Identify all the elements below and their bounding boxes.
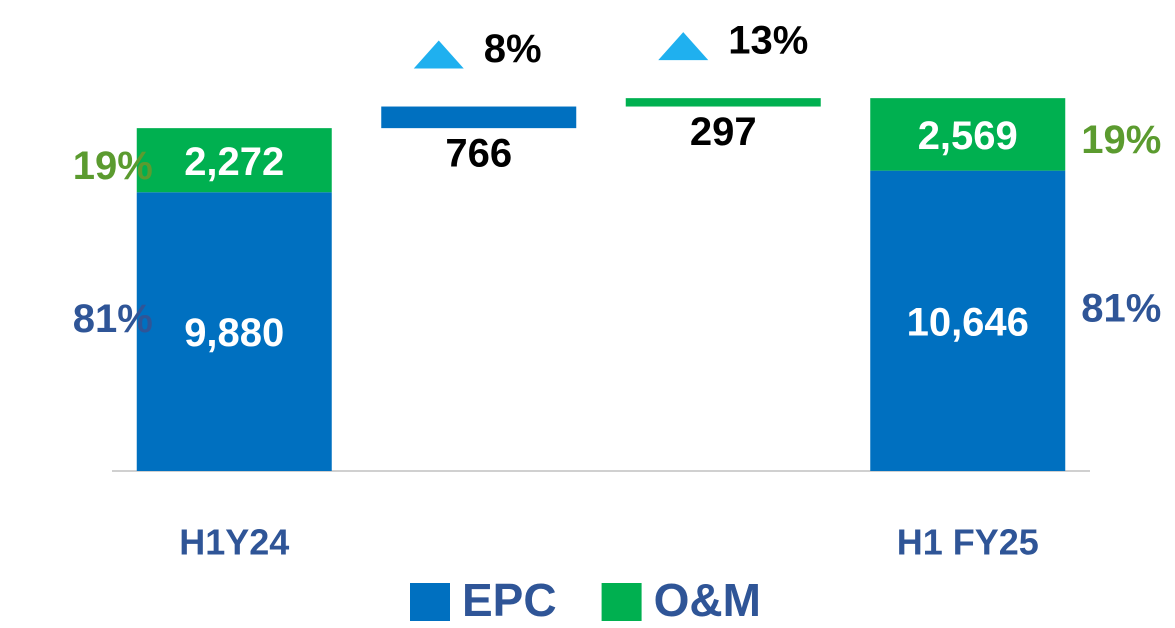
x-tick-label: H1 FY25: [897, 522, 1039, 563]
change-triangle: [658, 32, 709, 61]
legend-swatch: [601, 583, 642, 621]
change-label: 13%: [728, 19, 808, 63]
change-value-label: 766: [445, 132, 512, 176]
share-label: 81%: [73, 297, 153, 341]
legend-label: O&M: [654, 574, 761, 626]
value-label: 10,646: [907, 300, 1029, 344]
bar: [136, 128, 332, 193]
change-triangle: [413, 40, 464, 69]
value-label: 2,272: [184, 140, 284, 184]
legend-label: EPC: [462, 574, 557, 626]
value-label: 2,569: [918, 114, 1018, 158]
bar: [870, 98, 1066, 171]
change-value-label: 297: [690, 110, 757, 154]
value-label: 9,880: [184, 311, 284, 355]
share-label: 81%: [1081, 286, 1161, 330]
change-label: 8%: [484, 27, 542, 71]
share-label: 19%: [73, 144, 153, 188]
bar: [870, 170, 1066, 471]
legend-swatch: [410, 583, 450, 621]
share-label: 19%: [1081, 118, 1161, 162]
bar: [381, 106, 577, 129]
bar: [136, 192, 332, 471]
bar: [625, 98, 821, 107]
x-tick-label: H1Y24: [179, 522, 289, 563]
